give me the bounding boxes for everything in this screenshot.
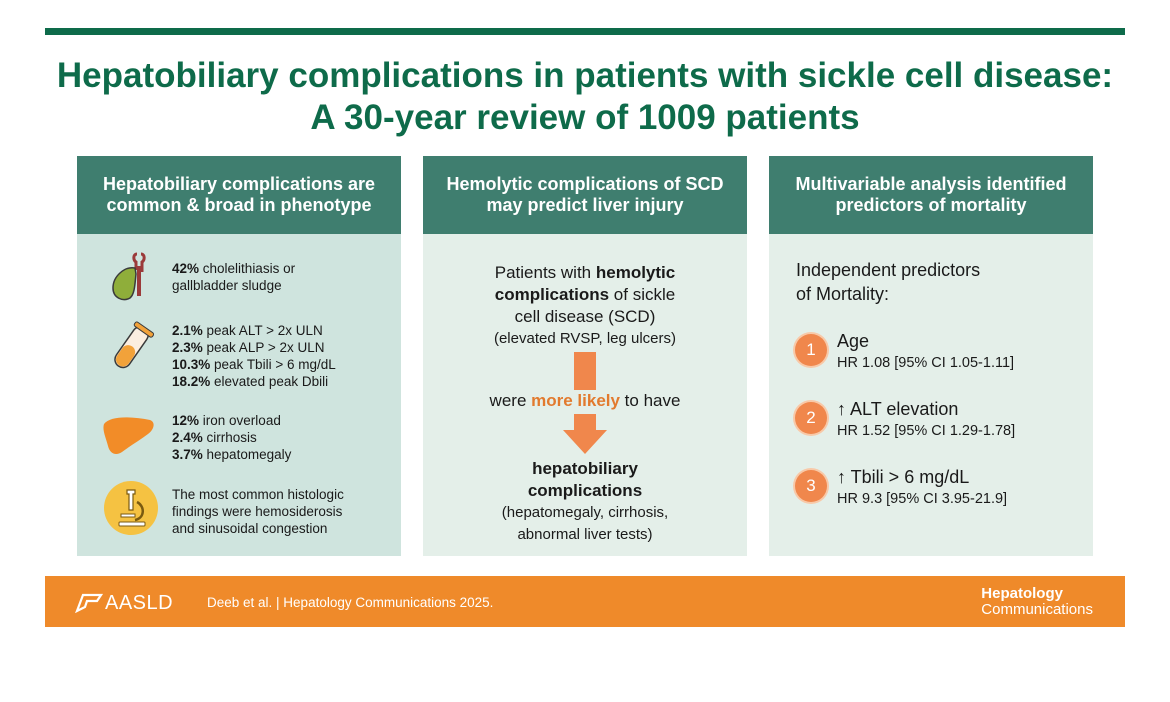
page-title: Hepatobiliary complications in patients … xyxy=(56,56,1114,137)
predictor-title: ↑ ALT elevation xyxy=(837,399,959,419)
predictors-intro: Independent predictors of Mortality: xyxy=(796,260,981,304)
column-mortality: Multivariable analysis identified predic… xyxy=(769,156,1093,556)
column-body: Patients with hemolytic complications of… xyxy=(423,234,747,556)
predictor-title: ↑ Tbili > 6 mg/dL xyxy=(837,467,970,487)
predictor-hr: HR 1.52 [95% CI 1.29-1.78] xyxy=(837,423,1016,439)
top-accent-bar xyxy=(45,28,1125,35)
column-heading: Hemolytic complications of SCD may predi… xyxy=(423,156,747,234)
column-heading: Multivariable analysis identified predic… xyxy=(769,156,1093,234)
column-body: 42% cholelithiasis or gallbladder sludge… xyxy=(77,234,401,556)
predictor-hr: HR 9.3 [95% CI 3.95-21.9] xyxy=(837,491,1008,507)
column-heading: Hepatobiliary complications are common &… xyxy=(77,156,401,234)
number-badge: 2 xyxy=(795,402,827,434)
gallbladder-icon xyxy=(112,252,146,301)
number-badge: 3 xyxy=(795,470,827,502)
likelihood-statement: were more likely to have xyxy=(489,391,681,410)
outcome-statement: hepatobiliary complications (hepatomegal… xyxy=(501,459,669,543)
citation: Deeb et al. | Hepatology Communications … xyxy=(207,595,494,610)
org-name: AASLD xyxy=(105,592,174,614)
column-complications: Hepatobiliary complications are common &… xyxy=(77,156,401,556)
predictor-title: Age xyxy=(837,331,870,351)
predictor-hr: HR 1.08 [95% CI 1.05-1.11] xyxy=(837,355,1015,371)
arrow-down-icon xyxy=(563,414,607,454)
hemolytic-statement: Patients with hemolytic complications of… xyxy=(493,263,677,347)
test-tube-icon xyxy=(114,321,155,369)
number-badge: 1 xyxy=(795,334,827,366)
liver-icon xyxy=(103,417,154,454)
aasld-logo-icon xyxy=(75,593,103,613)
arrow-down-icon xyxy=(574,352,596,390)
microscope-icon xyxy=(104,481,158,535)
column-hemolytic: Hemolytic complications of SCD may predi… xyxy=(423,156,747,556)
footer-bar: AASLD Deeb et al. | Hepatology Communica… xyxy=(45,576,1125,627)
column-body: Independent predictors of Mortality: 1 A… xyxy=(769,234,1093,556)
journal-logo: Hepatology Communications xyxy=(981,585,1093,618)
